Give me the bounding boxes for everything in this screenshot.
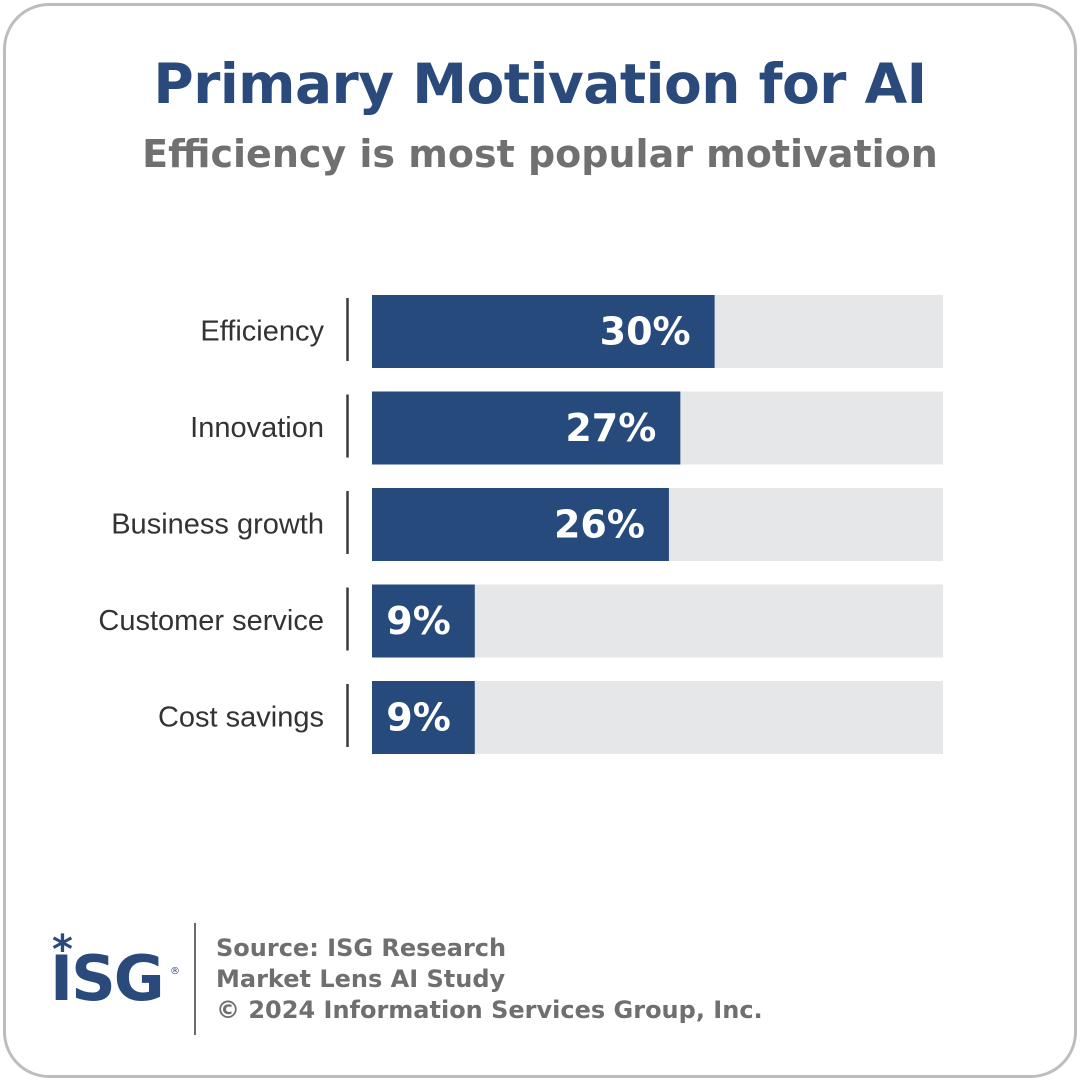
page-subtitle: Efficiency is most popular motivation	[142, 132, 938, 176]
bar	[372, 295, 715, 368]
bar	[372, 584, 475, 658]
source-line: Market Lens AI Study	[216, 965, 506, 993]
registered-mark: ®	[170, 966, 180, 977]
value-label: 26%	[554, 503, 645, 547]
category-label: Customer service	[98, 605, 324, 637]
category-label: Innovation	[190, 412, 324, 444]
bar	[372, 391, 681, 465]
source-line: Source: ISG Research	[216, 934, 507, 962]
bar	[372, 681, 475, 754]
value-label: 27%	[565, 406, 656, 450]
logo-text: ISG	[50, 942, 165, 1015]
isg-logo: * ISG ®	[50, 930, 180, 1025]
value-label: 30%	[600, 310, 691, 354]
footer-divider	[194, 923, 196, 1035]
logo-star-icon: *	[52, 927, 73, 973]
source-line: © 2024 Information Services Group, Inc.	[216, 996, 763, 1024]
category-label: Efficiency	[200, 316, 324, 348]
page-title: Primary Motivation for AI	[153, 52, 927, 116]
category-label: Cost savings	[158, 702, 324, 734]
source-note: Source: ISG Research Market Lens AI Stud…	[216, 933, 763, 1026]
bar	[372, 488, 669, 561]
value-label: 9%	[386, 696, 451, 740]
value-label: 9%	[386, 599, 451, 643]
category-label: Business growth	[111, 509, 324, 541]
